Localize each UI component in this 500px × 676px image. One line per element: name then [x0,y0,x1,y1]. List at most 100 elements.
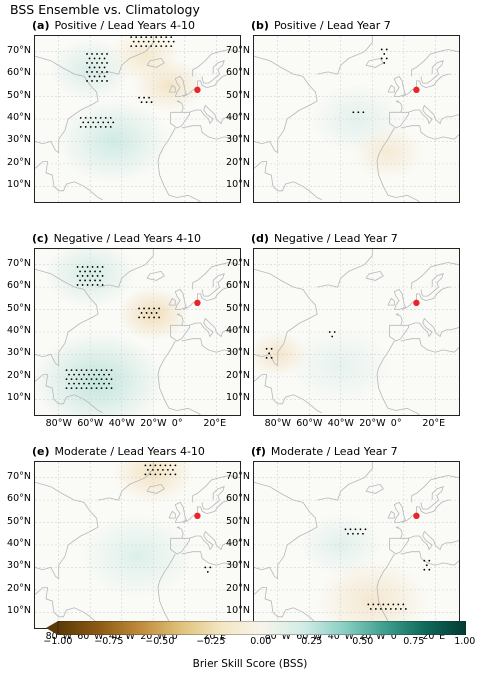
map-canvas [35,462,240,628]
coastline [192,286,233,304]
coastline [201,486,225,510]
colorbar-tick-label: −0.25 [196,636,226,647]
coastline [400,551,459,566]
lat-tick-label: 60°N [226,67,250,79]
coastline [168,297,176,306]
panel-title-e: (e) Moderate / Lead Years 4-10 [32,445,205,458]
coastline [389,324,409,342]
coastline [181,338,240,353]
panel-title-c: (c) Negative / Lead Years 4-10 [32,232,201,245]
coastline [192,499,233,517]
location-marker [194,299,201,307]
coastline [411,262,459,290]
lon-tick-label: 20°W [140,631,167,642]
panel-title-d: (d) Negative / Lead Year 7 [251,232,398,245]
map-panel-d [253,248,460,416]
map-canvas [254,249,459,415]
coastline [35,374,103,414]
coastline [146,57,165,68]
lat-tick-label: 10°N [7,392,31,404]
lon-tick-label: 60°W [296,418,323,429]
lat-tick-label: 70°N [226,44,250,56]
lat-tick-label: 40°N [7,538,31,549]
lon-tick-label: 20°E [422,631,446,642]
panel-letter: (e) [32,445,50,458]
coastline [408,104,459,125]
lon-tick-label: 60°W [77,418,104,429]
lat-tick-label: 10°N [226,392,250,404]
lon-tick-label: 60°W [296,631,323,642]
colorbar-tick-label: 0.50 [352,636,374,647]
significance-stippling [138,96,153,104]
coastline [420,60,444,84]
coastline [317,249,373,288]
lat-tick-label: 70°N [226,257,250,269]
lat-tick-label: 20°N [7,582,31,594]
lat-tick-label: 10°N [226,605,250,617]
coastline [192,49,240,77]
lon-tick-label: 0° [171,418,183,429]
coastline [393,288,406,310]
bss-field-patch [35,332,164,415]
significance-stippling [86,53,108,82]
coastline [183,515,194,523]
coastline [176,313,184,326]
significance-stippling [144,464,177,476]
lat-tick-label: 40°N [226,325,250,336]
significance-stippling [79,116,115,128]
colorbar-tick-label: −0.50 [145,636,175,647]
coastline [254,374,322,414]
coastline [420,273,444,297]
coastline [192,475,240,503]
bss-field-patch [110,36,181,83]
coastline [376,127,395,162]
significance-stippling [130,36,175,48]
coastline [400,125,459,140]
coastline [387,297,395,306]
colorbar-tick-label: 0.00 [250,636,272,647]
coastline [376,340,395,375]
coastline [365,57,384,68]
coastline [402,89,413,97]
colorbar-bar [57,620,467,636]
coastline [170,537,190,555]
coastline [168,510,176,519]
coastline [376,374,420,415]
coastline [189,530,240,551]
bss-field-patch [316,559,428,628]
lat-tick-label: 10°N [7,605,31,617]
bss-field-patch [352,126,424,180]
colorbar-tick-label: 0.25 [301,636,323,647]
coastline [365,270,384,281]
coastline [365,483,384,494]
coastline [157,340,176,375]
colorbar-tick-label: −0.75 [94,636,124,647]
colorbar-tick-label: −1.00 [43,636,73,647]
lat-tick-label: 30°N [226,347,250,359]
lon-tick-label: 80°W [45,418,72,429]
panel-letter: (b) [251,19,269,32]
location-marker [194,86,201,94]
coastline [192,73,233,91]
panel-letter: (d) [251,232,269,245]
colorbar-gradient [46,620,467,636]
panel-letter: (a) [32,19,50,32]
coastline [98,462,154,501]
lon-tick-label: 0° [390,631,402,642]
coastline [254,161,322,201]
coastline [189,317,240,338]
coastline [35,55,99,154]
coastline [174,501,187,523]
location-marker [194,512,201,520]
lat-tick-label: 70°N [7,470,31,482]
lon-tick-label: 20°E [203,418,227,429]
map-panel-f [253,461,460,629]
coastline [201,273,225,297]
coastline [181,551,240,566]
colorbar-tick-label: 1.00 [454,636,476,647]
coastline [201,60,225,84]
coastline [35,161,103,201]
lat-tick-label: 50°N [7,515,31,527]
coastline [189,104,240,125]
coastline [400,338,459,353]
